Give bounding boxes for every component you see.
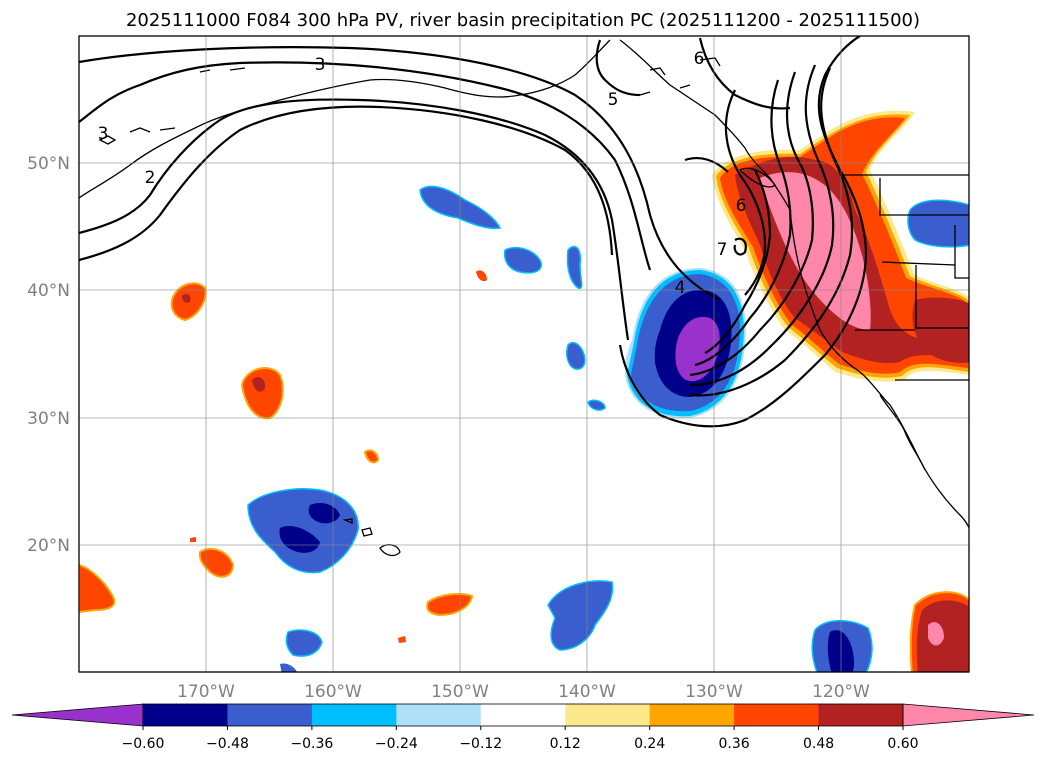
negative-patches [247, 185, 969, 672]
contour-label: 2 [145, 168, 156, 188]
colorbar-extend-low [11, 703, 144, 727]
colorbar-tick-label: −0.36 [290, 736, 333, 752]
map-frame [78, 35, 970, 673]
contour-label: 6 [694, 49, 705, 69]
colorbar-tick-label: 0.60 [887, 736, 918, 752]
lat-label: 50°N [27, 154, 70, 174]
colorbar-segment [734, 704, 820, 726]
lon-label: 140°W [558, 682, 616, 702]
colorbar-tick-label: 0.12 [550, 736, 581, 752]
colorbar-tick-label: −0.24 [375, 736, 418, 752]
lon-label: 130°W [685, 682, 743, 702]
lon-label: 160°W [304, 682, 362, 702]
contour-labels: 3 3 2 5 6 6 7 4 [98, 49, 747, 298]
colorbar-outline [142, 703, 904, 727]
colorbar: −0.60 −0.48 −0.36 −0.24 −0.12 0.12 0.24 0.36 0.4… [11, 703, 1035, 752]
colorbar-segment [565, 704, 651, 726]
contour-label: 3 [98, 124, 109, 144]
contour-label: 3 [315, 55, 326, 75]
colorbar-tick-label: 0.24 [634, 736, 665, 752]
map-content: 3 3 2 5 6 6 7 4 [79, 36, 969, 672]
latitude-labels: 50°N 40°N 30°N 20°N [27, 154, 70, 556]
pv-contours [79, 36, 868, 428]
positive-patches [79, 270, 969, 672]
colorbar-extend-high [902, 703, 1035, 727]
lat-label: 30°N [27, 409, 70, 429]
contour-label: 7 [717, 240, 728, 260]
contour-label: 6 [736, 196, 747, 216]
lat-label: 40°N [27, 281, 70, 301]
colorbar-tick-label: −0.60 [122, 736, 165, 752]
colorbar-segment [649, 704, 735, 726]
colorbar-tick-label: 0.48 [803, 736, 834, 752]
colorbar-tick-label: −0.12 [459, 736, 502, 752]
colorbar-segment [818, 704, 904, 726]
positive-anomaly-west-coast [712, 110, 969, 382]
lon-label: 150°W [431, 682, 489, 702]
lon-label: 120°W [812, 682, 870, 702]
lon-label: 170°W [177, 682, 235, 702]
lat-label: 20°N [27, 536, 70, 556]
colorbar-segment [311, 704, 397, 726]
gridlines [79, 36, 969, 672]
contour-label: 5 [608, 90, 619, 110]
map-title: 2025111000 F084 300 hPa PV, river basin … [126, 10, 920, 31]
colorbar-segment [227, 704, 313, 726]
colorbar-segment [480, 704, 566, 726]
colorbar-segment [143, 704, 228, 726]
contour-label: 4 [675, 278, 686, 298]
colorbar-tick-label: 0.36 [719, 736, 750, 752]
colorbar-tick-label: −0.48 [206, 736, 249, 752]
coastlines [79, 39, 969, 557]
longitude-labels: 170°W 160°W 150°W 140°W 130°W 120°W [177, 682, 870, 702]
colorbar-segment [396, 704, 482, 726]
